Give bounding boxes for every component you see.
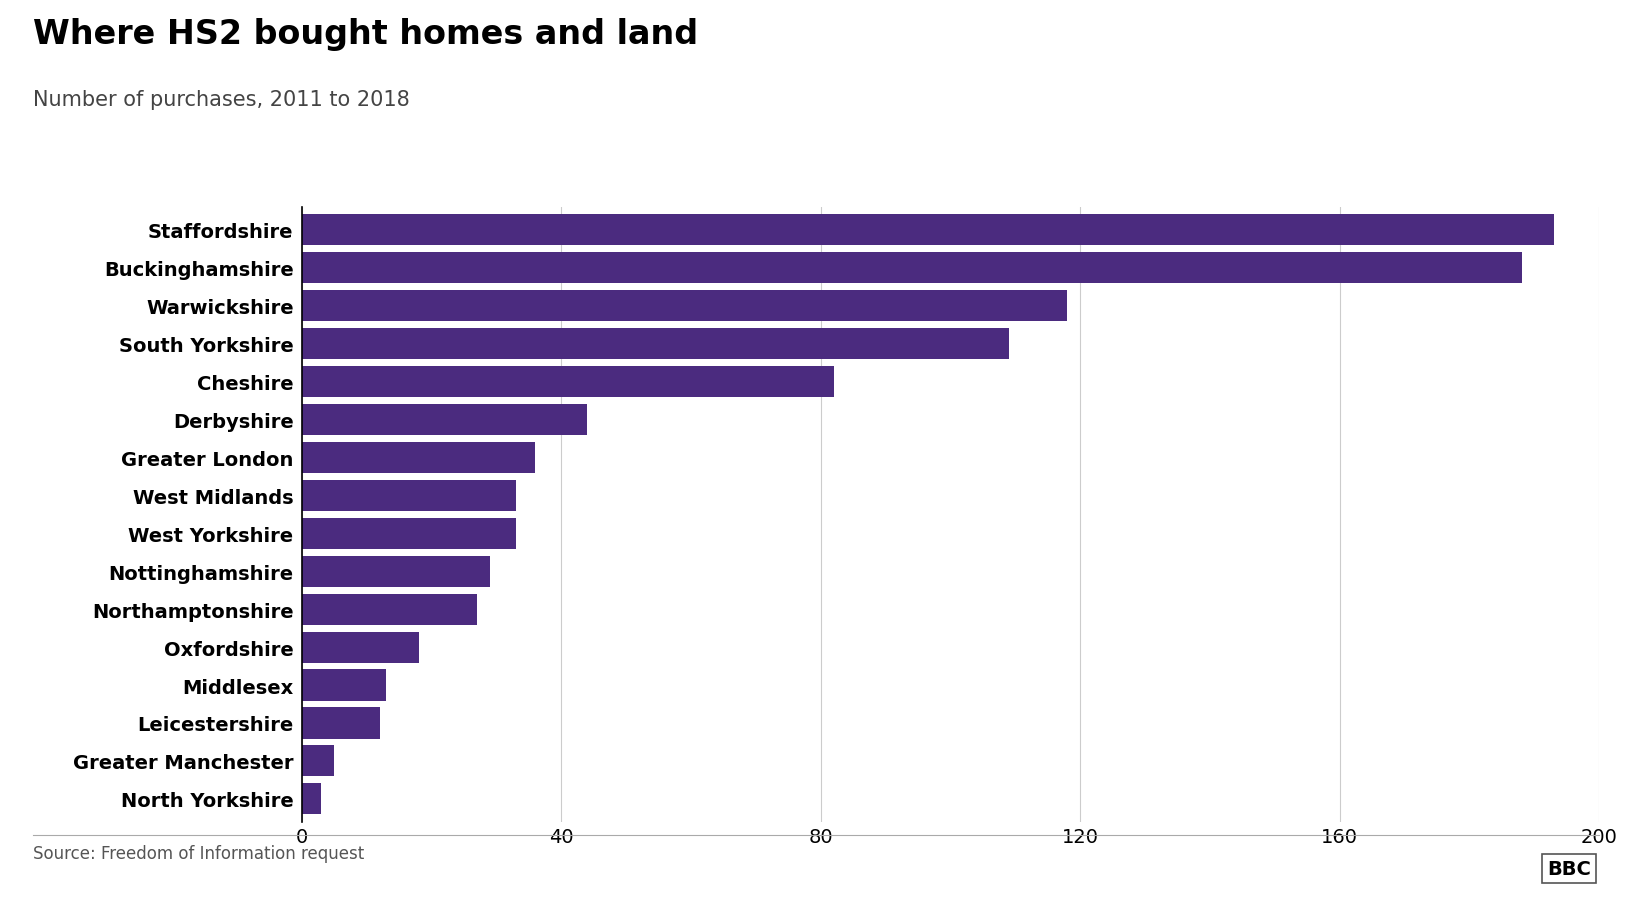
Bar bbox=[302, 556, 490, 587]
Bar bbox=[302, 708, 380, 739]
Text: BBC: BBC bbox=[1547, 859, 1591, 879]
Bar bbox=[302, 215, 1554, 246]
Bar bbox=[302, 594, 477, 625]
Bar bbox=[302, 405, 588, 435]
Bar bbox=[302, 746, 335, 777]
Bar bbox=[302, 253, 1521, 284]
Bar bbox=[302, 784, 322, 815]
Text: Number of purchases, 2011 to 2018: Number of purchases, 2011 to 2018 bbox=[33, 90, 410, 110]
Bar bbox=[302, 442, 535, 473]
Bar bbox=[302, 367, 834, 397]
Bar bbox=[302, 480, 516, 511]
Bar bbox=[302, 670, 387, 701]
Bar bbox=[302, 518, 516, 549]
Text: Source: Freedom of Information request: Source: Freedom of Information request bbox=[33, 844, 364, 862]
Bar bbox=[302, 291, 1067, 321]
Bar bbox=[302, 632, 419, 663]
Bar bbox=[302, 329, 1009, 359]
Text: Where HS2 bought homes and land: Where HS2 bought homes and land bbox=[33, 18, 698, 51]
